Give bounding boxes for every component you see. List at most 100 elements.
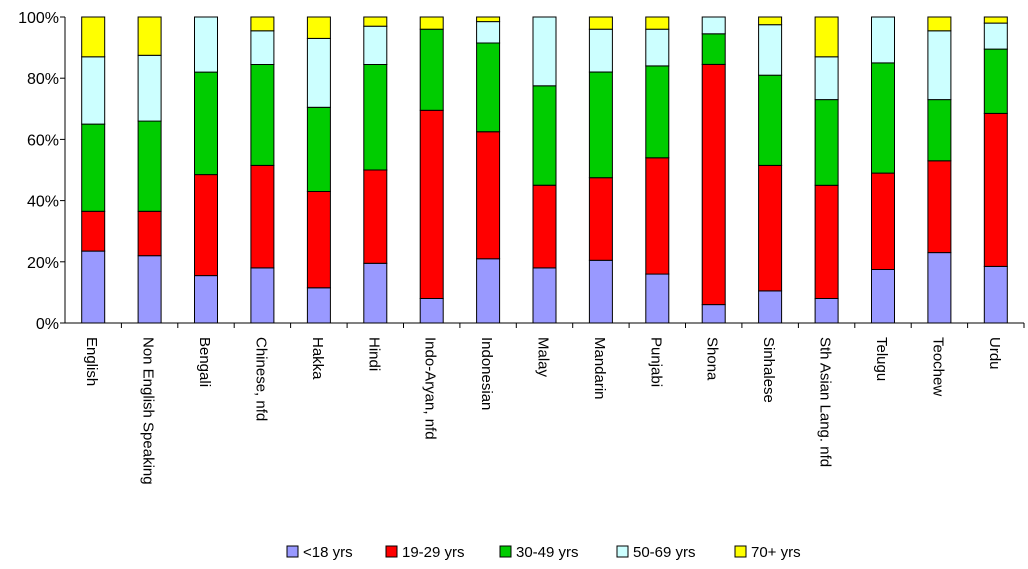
bar-segment-2-13: [758, 164, 783, 292]
bar-segment-4-11: [645, 28, 670, 67]
x-category-label: Indonesian: [478, 337, 495, 410]
bars: [81, 16, 1008, 324]
bar-segment-1-15: [871, 268, 895, 324]
bar-segment-1-11: [645, 273, 670, 324]
bar-segment-2-5: [306, 190, 331, 289]
bar-segment-4-13: [758, 24, 783, 76]
x-category-label: Telugu: [873, 337, 890, 381]
bar-segment-2-17: [983, 112, 1008, 267]
legend-label: <18 yrs: [303, 544, 353, 561]
bar-segment-1-9: [532, 267, 557, 324]
legend-swatch: [734, 545, 747, 558]
bar-segment-2-1: [81, 210, 106, 252]
bar-segment-4-16: [927, 30, 952, 101]
x-category-label: Bengali: [196, 337, 213, 387]
bar-segment-4-3: [194, 16, 218, 73]
bar-segment-1-16: [927, 252, 952, 324]
bar-segment-5-17: [983, 16, 1008, 24]
bar-segment-4-6: [363, 25, 388, 65]
bar-segment-3-6: [363, 63, 388, 171]
x-category-label: Non English Speaking: [140, 337, 157, 485]
bar-segment-1-1: [81, 250, 106, 324]
bar-segment-2-4: [250, 164, 275, 269]
bar-segment-1-7: [419, 298, 444, 324]
bar-segment-3-15: [871, 62, 895, 174]
bar-segment-5-4: [250, 16, 275, 32]
y-tick-label: 0%: [36, 316, 59, 333]
bar-segment-3-16: [927, 99, 952, 162]
bar-segment-2-8: [476, 131, 501, 260]
x-category-label: English: [83, 337, 100, 386]
bar-segment-2-9: [532, 184, 557, 269]
x-category-label: Sinhalese: [760, 337, 777, 403]
bar-segment-3-17: [983, 48, 1008, 114]
legend: <18 yrs 19-29 yrs 30-49 yrs 50-69 yrs 70+ yr…: [286, 544, 801, 561]
legend-label: 70+ yrs: [751, 544, 801, 561]
bar-segment-1-6: [363, 262, 388, 324]
bar-segment-5-2: [137, 16, 162, 56]
legend-label: 19-29 yrs: [402, 544, 465, 561]
bar-segment-4-10: [588, 28, 613, 73]
bar-segment-3-14: [814, 99, 839, 186]
bar-segment-2-10: [588, 177, 613, 261]
bar-segment-4-2: [137, 54, 162, 122]
bar-segment-2-16: [927, 160, 952, 254]
legend-label: 50-69 yrs: [633, 544, 696, 561]
x-category-label: Punjabi: [647, 337, 664, 387]
bar-segment-2-3: [194, 174, 218, 277]
bar-segment-4-9: [532, 16, 557, 87]
bar-segment-2-2: [137, 210, 162, 257]
x-category-label: Indo-Aryan, nfd: [422, 337, 439, 440]
bar-segment-4-12: [701, 16, 726, 35]
bar-segment-1-14: [814, 298, 839, 324]
bar-segment-3-1: [81, 123, 106, 212]
bar-segment-5-13: [758, 16, 783, 26]
bar-segment-4-1: [81, 56, 106, 125]
bar-segment-4-17: [983, 22, 1008, 50]
bar-segment-2-12: [701, 63, 726, 306]
bar-segment-3-4: [250, 63, 275, 166]
bar-segment-3-10: [588, 71, 613, 179]
x-category-label: Malay: [535, 337, 552, 378]
bar-segment-1-10: [588, 259, 613, 324]
bar-segment-2-6: [363, 169, 388, 264]
bar-segment-3-12: [701, 33, 726, 65]
x-category-label: Hindi: [365, 337, 382, 371]
x-category-label: Shona: [704, 337, 721, 381]
x-axis-category-labels: English Non English Speaking Bengali Chines…: [83, 337, 1003, 485]
bar-segment-1-12: [701, 304, 726, 324]
legend-label: 30-49 yrs: [516, 544, 579, 561]
bar-segment-1-2: [137, 255, 162, 324]
x-category-label: Chinese, nfd: [252, 337, 269, 421]
bar-segment-4-15: [871, 16, 895, 64]
bar-segment-4-14: [814, 56, 839, 101]
bar-segment-4-5: [306, 37, 331, 108]
bar-segment-3-2: [137, 120, 162, 212]
bar-segment-5-5: [306, 16, 331, 39]
bar-segment-4-8: [476, 21, 501, 44]
bar-segment-1-13: [758, 290, 783, 324]
bar-segment-3-7: [419, 28, 444, 111]
bar-segment-2-14: [814, 184, 839, 299]
y-tick-label: 100%: [18, 10, 59, 27]
bar-segment-4-4: [250, 30, 275, 65]
bar-segment-1-8: [476, 258, 501, 324]
legend-swatch: [616, 545, 629, 558]
legend-swatch: [385, 545, 398, 558]
bar-segment-2-15: [871, 172, 895, 271]
bar-segment-2-7: [419, 109, 444, 299]
bar-segment-5-16: [927, 16, 952, 32]
bar-segment-3-9: [532, 85, 557, 186]
bar-segment-1-17: [983, 265, 1008, 324]
bar-segment-5-6: [363, 16, 388, 27]
bar-segment-5-1: [81, 16, 106, 58]
bar-segment-5-11: [645, 16, 670, 30]
x-category-label: Hakka: [309, 337, 326, 380]
y-tick-label: 20%: [27, 255, 59, 272]
bar-segment-3-11: [645, 65, 670, 159]
bar-segment-1-3: [194, 275, 218, 324]
bar-segment-1-5: [306, 287, 331, 324]
bar-segment-3-8: [476, 42, 501, 133]
legend-swatch: [286, 545, 299, 558]
